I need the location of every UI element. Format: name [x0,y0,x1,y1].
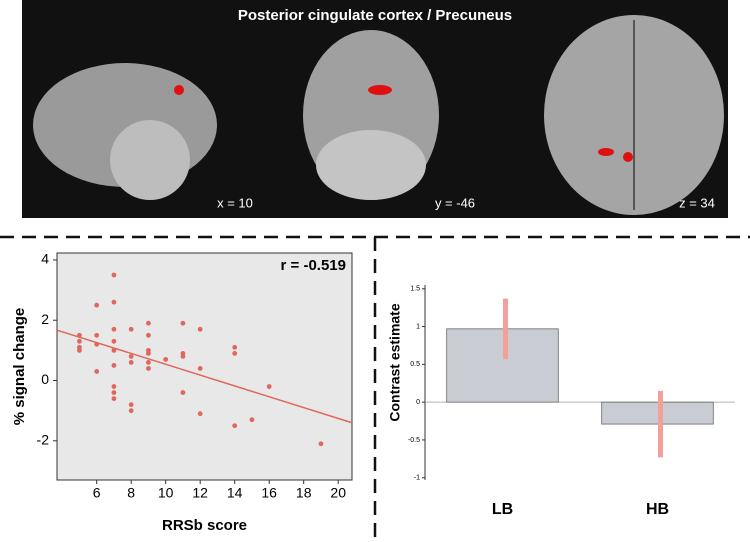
y-axis-label: Contrast estimate [387,303,403,421]
data-point [77,338,82,344]
data-point [146,320,151,326]
data-point [197,366,203,371]
x-tick-label: 12 [192,485,208,501]
x-tick-label: 6 [93,485,101,501]
data-point [163,357,169,362]
y-tick-label: -0.5 [408,437,420,444]
slice-label: y = -46 [435,195,475,210]
x-tick-label: HB [646,501,669,518]
data-point [111,390,117,395]
y-axis-label: % signal change [11,308,28,426]
y-tick-label: 0 [416,399,420,406]
bar [446,328,559,403]
data-point [146,350,151,356]
panel-title: Posterior cingulate cortex / Precuneus [238,7,512,24]
data-point [111,396,117,402]
data-point [180,354,186,359]
y-tick-label: 0.5 [410,361,420,368]
y-tick-label: 2 [41,311,49,327]
x-tick-label: 20 [330,485,346,501]
data-point [77,347,82,353]
data-point [111,384,117,389]
slice-label: x = 10 [217,195,253,210]
data-point [128,402,134,408]
x-tick-label: 16 [261,485,277,501]
data-point [111,272,117,278]
data-point [232,344,238,350]
x-tick-label: 10 [158,485,174,501]
x-axis-label: RRSb score [162,517,247,534]
data-point [146,366,151,371]
y-tick-label: 1 [416,323,420,330]
data-point [180,390,186,395]
data-point [111,363,117,368]
data-point [180,320,186,326]
data-point [94,369,100,374]
data-point [111,326,117,332]
data-point [128,326,134,332]
data-point [128,408,134,414]
brain-images [33,15,724,215]
data-point [77,332,82,338]
y-tick-label: 0 [41,371,49,387]
data-point [249,417,255,423]
data-point [111,347,117,353]
x-tick-label: LB [492,501,513,518]
data-point [197,326,203,332]
data-point [146,332,151,338]
annotation: r = -0.519 [281,257,346,274]
bar [601,401,714,425]
data-point [232,423,238,429]
slice-label: z = 34 [679,195,715,210]
data-point [111,299,117,305]
data-point [111,338,117,344]
x-tick-label: 8 [127,485,135,501]
data-point [146,360,151,365]
data-point [232,350,238,356]
data-point [318,441,324,447]
data-point [128,354,134,359]
data-point [266,384,272,389]
data-point [94,302,100,308]
x-tick-label: 18 [296,485,312,501]
plot-area [56,252,353,481]
x-tick-label: 14 [227,485,243,501]
y-tick-label: 4 [41,251,49,267]
y-tick-label: -2 [37,432,50,448]
data-point [94,332,100,338]
fit-line [56,329,353,424]
y-tick-label: -1 [414,475,420,482]
data-point [197,411,203,417]
y-tick-label: 1.5 [410,286,420,293]
data-point [128,360,134,365]
data-point [94,341,100,347]
